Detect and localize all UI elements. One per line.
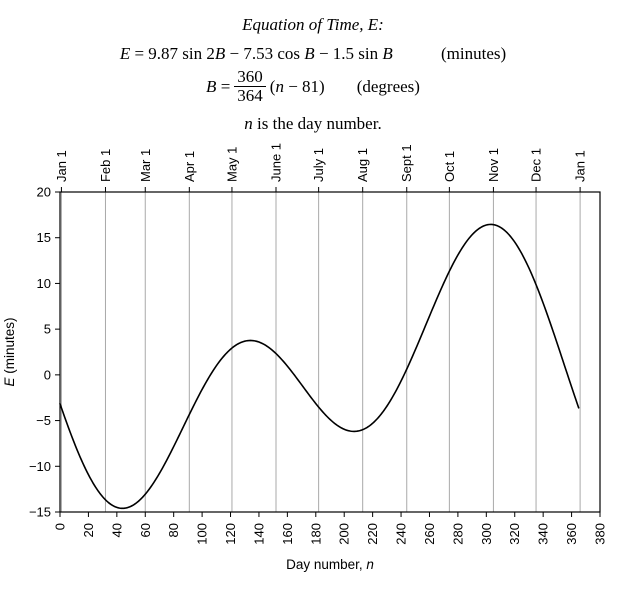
- month-label: Oct 1: [442, 151, 457, 182]
- month-labels: Jan 1 Feb 1 Mar 1 Apr 1 May 1 June 1 July 1 Aug…: [54, 143, 588, 182]
- month-label: Apr 1: [182, 151, 197, 182]
- equation-B-unit: (degrees): [356, 76, 420, 96]
- axis-ticks: [55, 186, 601, 517]
- y-tick-label: 20: [37, 184, 51, 199]
- x-tick-label: 340: [536, 523, 551, 545]
- x-tick-label: 160: [280, 523, 295, 545]
- y-tick-label: −10: [29, 459, 51, 474]
- x-tick-label: 180: [308, 523, 323, 545]
- x-tick-label: 20: [81, 523, 96, 537]
- x-tick-label: 240: [394, 523, 409, 545]
- x-tick-label: 260: [422, 523, 437, 545]
- month-label: Sept 1: [399, 144, 414, 182]
- y-tick-label: 5: [44, 321, 51, 336]
- x-tick-label: 300: [479, 523, 494, 545]
- chart-title: Equation of Time, E:: [242, 15, 384, 34]
- month-label: May 1: [224, 146, 239, 181]
- x-tick-label: 200: [337, 523, 352, 545]
- plot-border: [59, 191, 601, 513]
- x-tick-label: 320: [507, 523, 522, 545]
- y-tick-labels: 20 15 10 5 0 −5 −10 −15: [29, 184, 51, 519]
- axis-titles: Day number, n E (minutes): [2, 317, 374, 572]
- x-tick-label: 60: [138, 523, 153, 537]
- y-tick-label: 10: [37, 276, 51, 291]
- eot-curve: [59, 223, 580, 509]
- x-tick-label: 140: [251, 523, 266, 545]
- y-tick-label: −15: [29, 504, 51, 519]
- x-tick-label: 380: [593, 523, 608, 545]
- x-tick-label: 120: [223, 523, 238, 545]
- x-tick-label: 360: [564, 523, 579, 545]
- fraction-numerator: 360: [234, 67, 266, 88]
- x-axis-title: Day number, n: [286, 557, 374, 572]
- y-tick-label: 0: [44, 367, 51, 382]
- month-label: Jan 1: [573, 150, 588, 182]
- month-label: Aug 1: [355, 148, 370, 182]
- fraction-denominator: 364: [237, 86, 263, 106]
- equation-of-time: E = 9.87 sin 2B − 7.53 cos B − 1.5 sin B…: [0, 44, 626, 64]
- x-tick-labels: 0 20 40 60 80 100 120 140 160 180 200 220 240 260 280 3…: [53, 523, 608, 545]
- plot-box: [59, 191, 601, 513]
- equation-B-rhs: (n − 81): [269, 76, 325, 96]
- x-tick-label: 280: [450, 523, 465, 545]
- x-tick-label: 100: [195, 523, 210, 545]
- month-label: Nov 1: [486, 148, 501, 182]
- x-tick-label: 40: [109, 523, 124, 537]
- equation-of-time-unit: (minutes): [441, 44, 507, 63]
- y-tick-label: 15: [37, 230, 51, 245]
- month-label: Feb 1: [98, 148, 113, 181]
- day-number-note: n is the day number.: [244, 113, 382, 133]
- equation-of-time-expression: E = 9.87 sin 2B − 7.53 cos B − 1.5 sin B: [119, 44, 393, 63]
- equation-B: B = 360 364 (n − 81) (degrees): [0, 67, 626, 106]
- equation-B-lhs: B =: [206, 76, 231, 96]
- fraction-360-364: 360 364: [234, 67, 266, 106]
- y-axis-title: E (minutes): [2, 317, 17, 386]
- series: [59, 223, 580, 509]
- month-label: Mar 1: [138, 148, 153, 181]
- header: Equation of Time, E: E = 9.87 sin 2B − 7…: [0, 0, 626, 134]
- month-label: Jan 1: [54, 150, 69, 182]
- x-tick-label: 0: [53, 523, 68, 530]
- month-label: Dec 1: [529, 148, 544, 182]
- x-tick-label: 220: [365, 523, 380, 545]
- month-label: July 1: [311, 148, 326, 182]
- month-gridlines: [60, 191, 581, 512]
- y-tick-label: −5: [36, 413, 51, 428]
- x-tick-label: 80: [166, 523, 181, 537]
- month-label: June 1: [269, 143, 284, 182]
